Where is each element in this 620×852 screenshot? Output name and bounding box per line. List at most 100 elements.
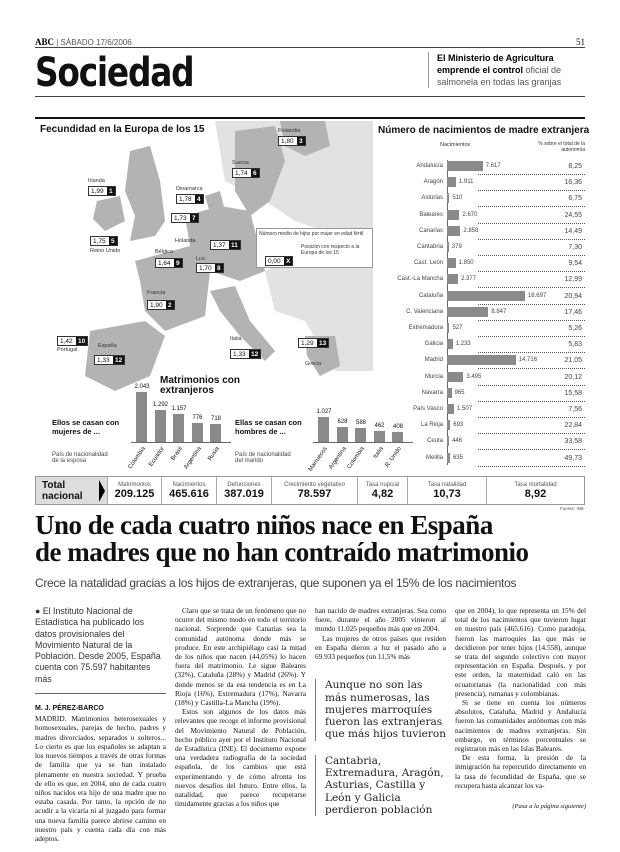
births-row: Ceuta 446 33,58: [378, 434, 585, 451]
dotted-rule: [478, 368, 585, 370]
region-label: País Vasco: [413, 406, 443, 412]
births-bar: [447, 177, 456, 188]
map-title: Fecundidad en la Europa de los 15: [40, 124, 205, 135]
region-label: Asturias: [421, 195, 443, 202]
percent-value: 33,58: [564, 438, 582, 446]
pull-quote: Cantabria, Extremadura, Aragón, Asturias…: [315, 754, 446, 817]
continued-link[interactable]: (Pasa a la página siguiente): [512, 803, 586, 811]
births-value: 1.911: [458, 179, 474, 186]
marriages-men-xlabel: País de nacionalidad de la esposa: [52, 452, 108, 464]
region-label: Canarias: [418, 227, 443, 234]
totals-cell: Defunciones 387.019: [216, 477, 271, 504]
marriage-value: 588: [355, 419, 366, 426]
births-row: Andalucía 7.617 8,25: [378, 159, 585, 175]
legend-box: 0,00 X: [265, 256, 294, 266]
births-value: 693: [453, 422, 464, 429]
map-value-box: 1,42 10: [57, 336, 89, 346]
dotted-rule: [478, 336, 585, 337]
births-value: 1.507: [457, 406, 473, 412]
rank-badge: 9: [174, 259, 182, 267]
dotted-rule: [478, 417, 585, 418]
region-label: Cataluña: [418, 292, 443, 299]
percent-value: 21,05: [564, 357, 582, 365]
rank-badge: 8: [215, 264, 223, 272]
marriage-value: 718: [210, 416, 221, 423]
source: Fuente: INE: [560, 506, 585, 511]
divider: [35, 47, 585, 48]
rank-badge: 10: [76, 337, 88, 345]
dotted-rule: [478, 319, 585, 321]
map-country-label: Francia: [147, 290, 166, 296]
land-denmark: [205, 191, 225, 213]
percent-value: 7,56: [568, 406, 582, 413]
totals-cell: Nacimientos 465.616: [161, 477, 216, 504]
fertility-value: 1,73: [174, 215, 187, 222]
map-country-label: Lux.: [196, 256, 207, 262]
dotted-rule: [478, 465, 585, 467]
marriages-women-xlabel: País de nacionalidad del marido: [235, 452, 291, 464]
paragraph: Si se tiene en cuenta los números absolu…: [455, 698, 586, 754]
marriage-value: 2.043: [134, 383, 150, 390]
map-value-box: 1,73 7: [171, 213, 199, 223]
rank-badge: 12: [249, 350, 261, 358]
rank-badge: 4: [195, 195, 203, 203]
date: SÁBADO 17/6/2006: [60, 38, 132, 47]
totals-cell: Tasa natalidad 10,73: [407, 477, 486, 504]
births-value: 2.377: [461, 276, 477, 283]
fertility-value: 1,29: [301, 340, 314, 347]
map-country-label: Suecia: [232, 160, 249, 166]
land-italy: [210, 286, 275, 361]
totals-header: Crecimiento vegetativo: [283, 481, 346, 488]
births-value: 7.617: [485, 163, 501, 169]
percent-value: 17,46: [564, 308, 582, 316]
fertility-value: 1,33: [97, 357, 110, 364]
totals-value: 465.616: [169, 487, 209, 500]
totals-value: 209.125: [114, 487, 155, 500]
births-row: Cast. León 1.850 9,54: [378, 256, 585, 273]
fertility-value: 1,64: [158, 260, 171, 267]
births-bar: [447, 355, 516, 366]
map-country-label: Grecia: [305, 361, 322, 367]
byline: M. J. PÉREZ-BARCO: [35, 705, 104, 713]
region-label: Murcia: [424, 373, 443, 380]
map-country-label: España: [98, 343, 117, 349]
map-value-box: 1,78 4: [176, 194, 204, 204]
marriage-value: 1.292: [152, 402, 168, 409]
legend-line1: Número medio de hijos por mujer en edad …: [259, 231, 364, 237]
births-value: 8.847: [491, 308, 507, 315]
totals-header: Tasa nupcial: [365, 481, 400, 488]
totals-cell: Tasa mortalidad 8,92: [486, 477, 584, 504]
dotted-rule: [478, 190, 585, 192]
births-value: 446: [452, 438, 463, 445]
births-row: Extremadura 527 5,26: [378, 321, 585, 337]
births-row: Canarias 2.858 14,49: [378, 224, 585, 240]
births-chart-title: Número de nacimientos de madre extranjer…: [378, 125, 590, 136]
column-4: que en 2004), lo que representa un 15% d…: [455, 606, 586, 811]
marriage-bar: [336, 426, 348, 442]
region-label: Andalucía: [416, 163, 443, 169]
paragraph: Las mujeres de otros países que residen …: [315, 633, 446, 662]
legend-line2: Posición con respecto a la Europa de los…: [301, 244, 360, 256]
births-value: 14.716: [518, 357, 538, 364]
map-country-label: Irlanda: [88, 178, 105, 184]
region-label: Galicia: [424, 341, 443, 348]
dotted-rule: [478, 174, 585, 175]
marriage-value: 628: [337, 418, 348, 425]
percent-value: 14,49: [564, 227, 582, 235]
baseline: [131, 442, 231, 443]
triangle-icon: [99, 480, 105, 502]
totals-header: Tasa natalidad: [427, 481, 467, 488]
baseline: [313, 442, 413, 443]
marriages-women-subtitle: Ellas se casan con hombres de ...: [235, 418, 302, 436]
births-bar: [447, 161, 483, 171]
births-value: 3.495: [466, 373, 482, 380]
teaser-bold: El Ministerio de Agricultura emprende el…: [437, 53, 554, 75]
region-label: C. Valenciana: [406, 308, 443, 315]
births-bar: [447, 452, 450, 463]
headline: Uno de cada cuatro niños nace en España d…: [35, 512, 529, 566]
pull-quote: Aunque no son las más numerosas, las muj…: [315, 679, 446, 741]
marriage-bar: [373, 430, 385, 442]
teaser[interactable]: El Ministerio de Agricultura emprende el…: [428, 52, 588, 88]
percent-value: 49,73: [564, 454, 582, 462]
